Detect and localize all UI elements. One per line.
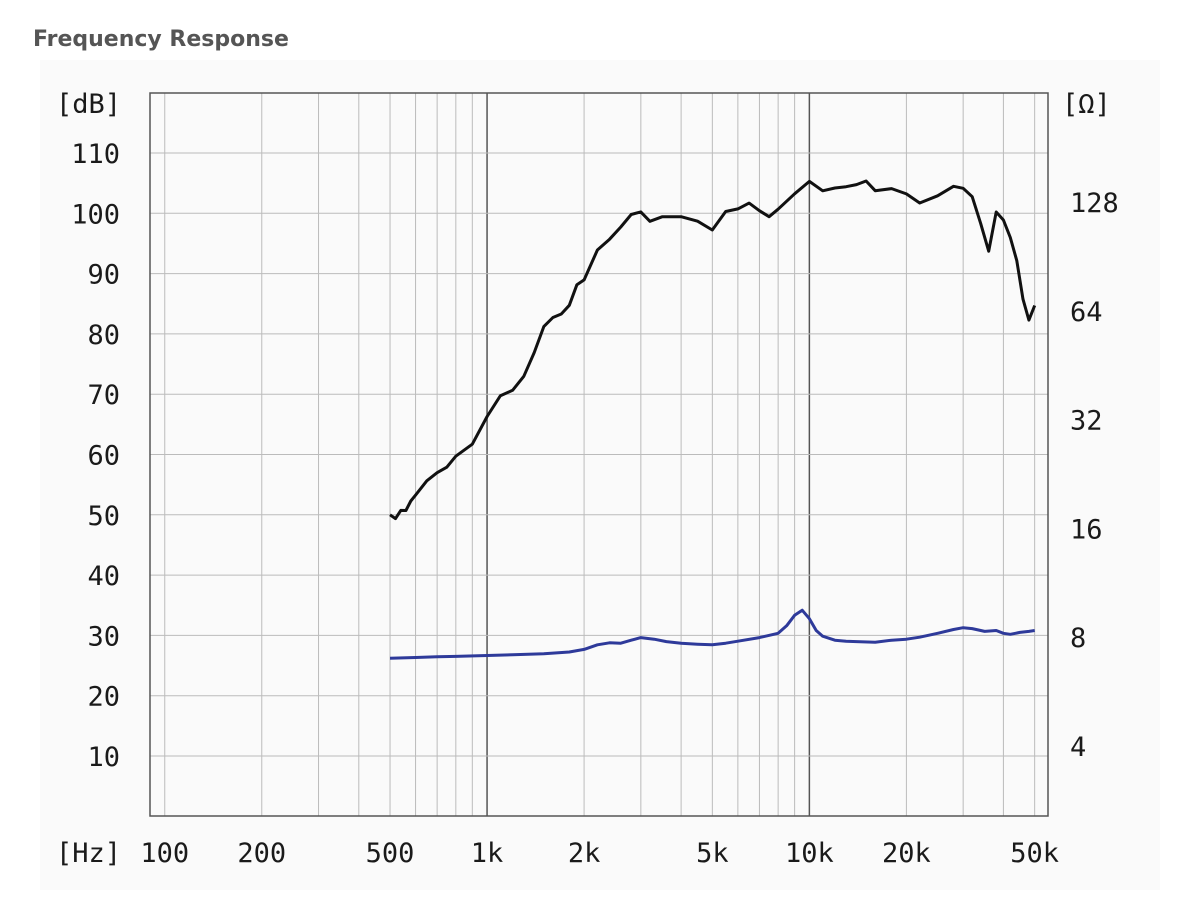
y-right-tick-label: 16 [1070, 514, 1103, 545]
x-tick-label: 200 [237, 838, 286, 869]
y-right-tick-label: 8 [1070, 623, 1086, 654]
chart-background [40, 60, 1160, 890]
y-left-tick-label: 30 [87, 621, 120, 652]
y-left-tick-label: 40 [87, 561, 120, 592]
x-tick-label: 20k [882, 838, 931, 869]
y-left-tick-label: 70 [87, 380, 120, 411]
impedance-curve [389, 608, 1035, 660]
x-tick-label: 10k [785, 838, 834, 869]
y-left-tick-label: 100 [71, 199, 120, 230]
x-unit-label: [Hz] [56, 838, 121, 869]
y-left-tick-label: 60 [87, 441, 120, 472]
y-left-tick-label: 10 [87, 742, 120, 773]
x-tick-label: 1k [471, 838, 504, 869]
chart-title: Frequency Response [33, 27, 289, 52]
y-left-tick-label: 80 [87, 320, 120, 351]
y-right-tick-label: 4 [1070, 732, 1086, 763]
x-tick-label: 100 [140, 838, 189, 869]
grid [150, 93, 1048, 816]
y-left-tick-label: 110 [71, 139, 120, 170]
tick-labels: 100 200 500 1k 2k 5k 10k 20k 50k 10 20 30 40 50 60 70 80… [71, 139, 1119, 869]
series-layer [389, 179, 1037, 660]
y-left-unit-label: [dB] [56, 89, 121, 120]
plot-frame [149, 92, 1049, 817]
y-left-tick-label: 90 [87, 260, 120, 291]
x-tick-label: 2k [568, 838, 601, 869]
y-left-tick-label: 50 [87, 501, 120, 532]
spl-curve [389, 179, 1037, 521]
x-tick-label: 500 [366, 838, 415, 869]
y-right-tick-label: 32 [1070, 406, 1103, 437]
y-right-unit-label: [Ω] [1062, 89, 1111, 120]
y-right-tick-label: 128 [1070, 188, 1119, 219]
x-tick-label: 50k [1010, 838, 1059, 869]
y-right-tick-label: 64 [1070, 297, 1103, 328]
x-tick-label: 5k [696, 838, 729, 869]
y-left-tick-label: 20 [87, 682, 120, 713]
